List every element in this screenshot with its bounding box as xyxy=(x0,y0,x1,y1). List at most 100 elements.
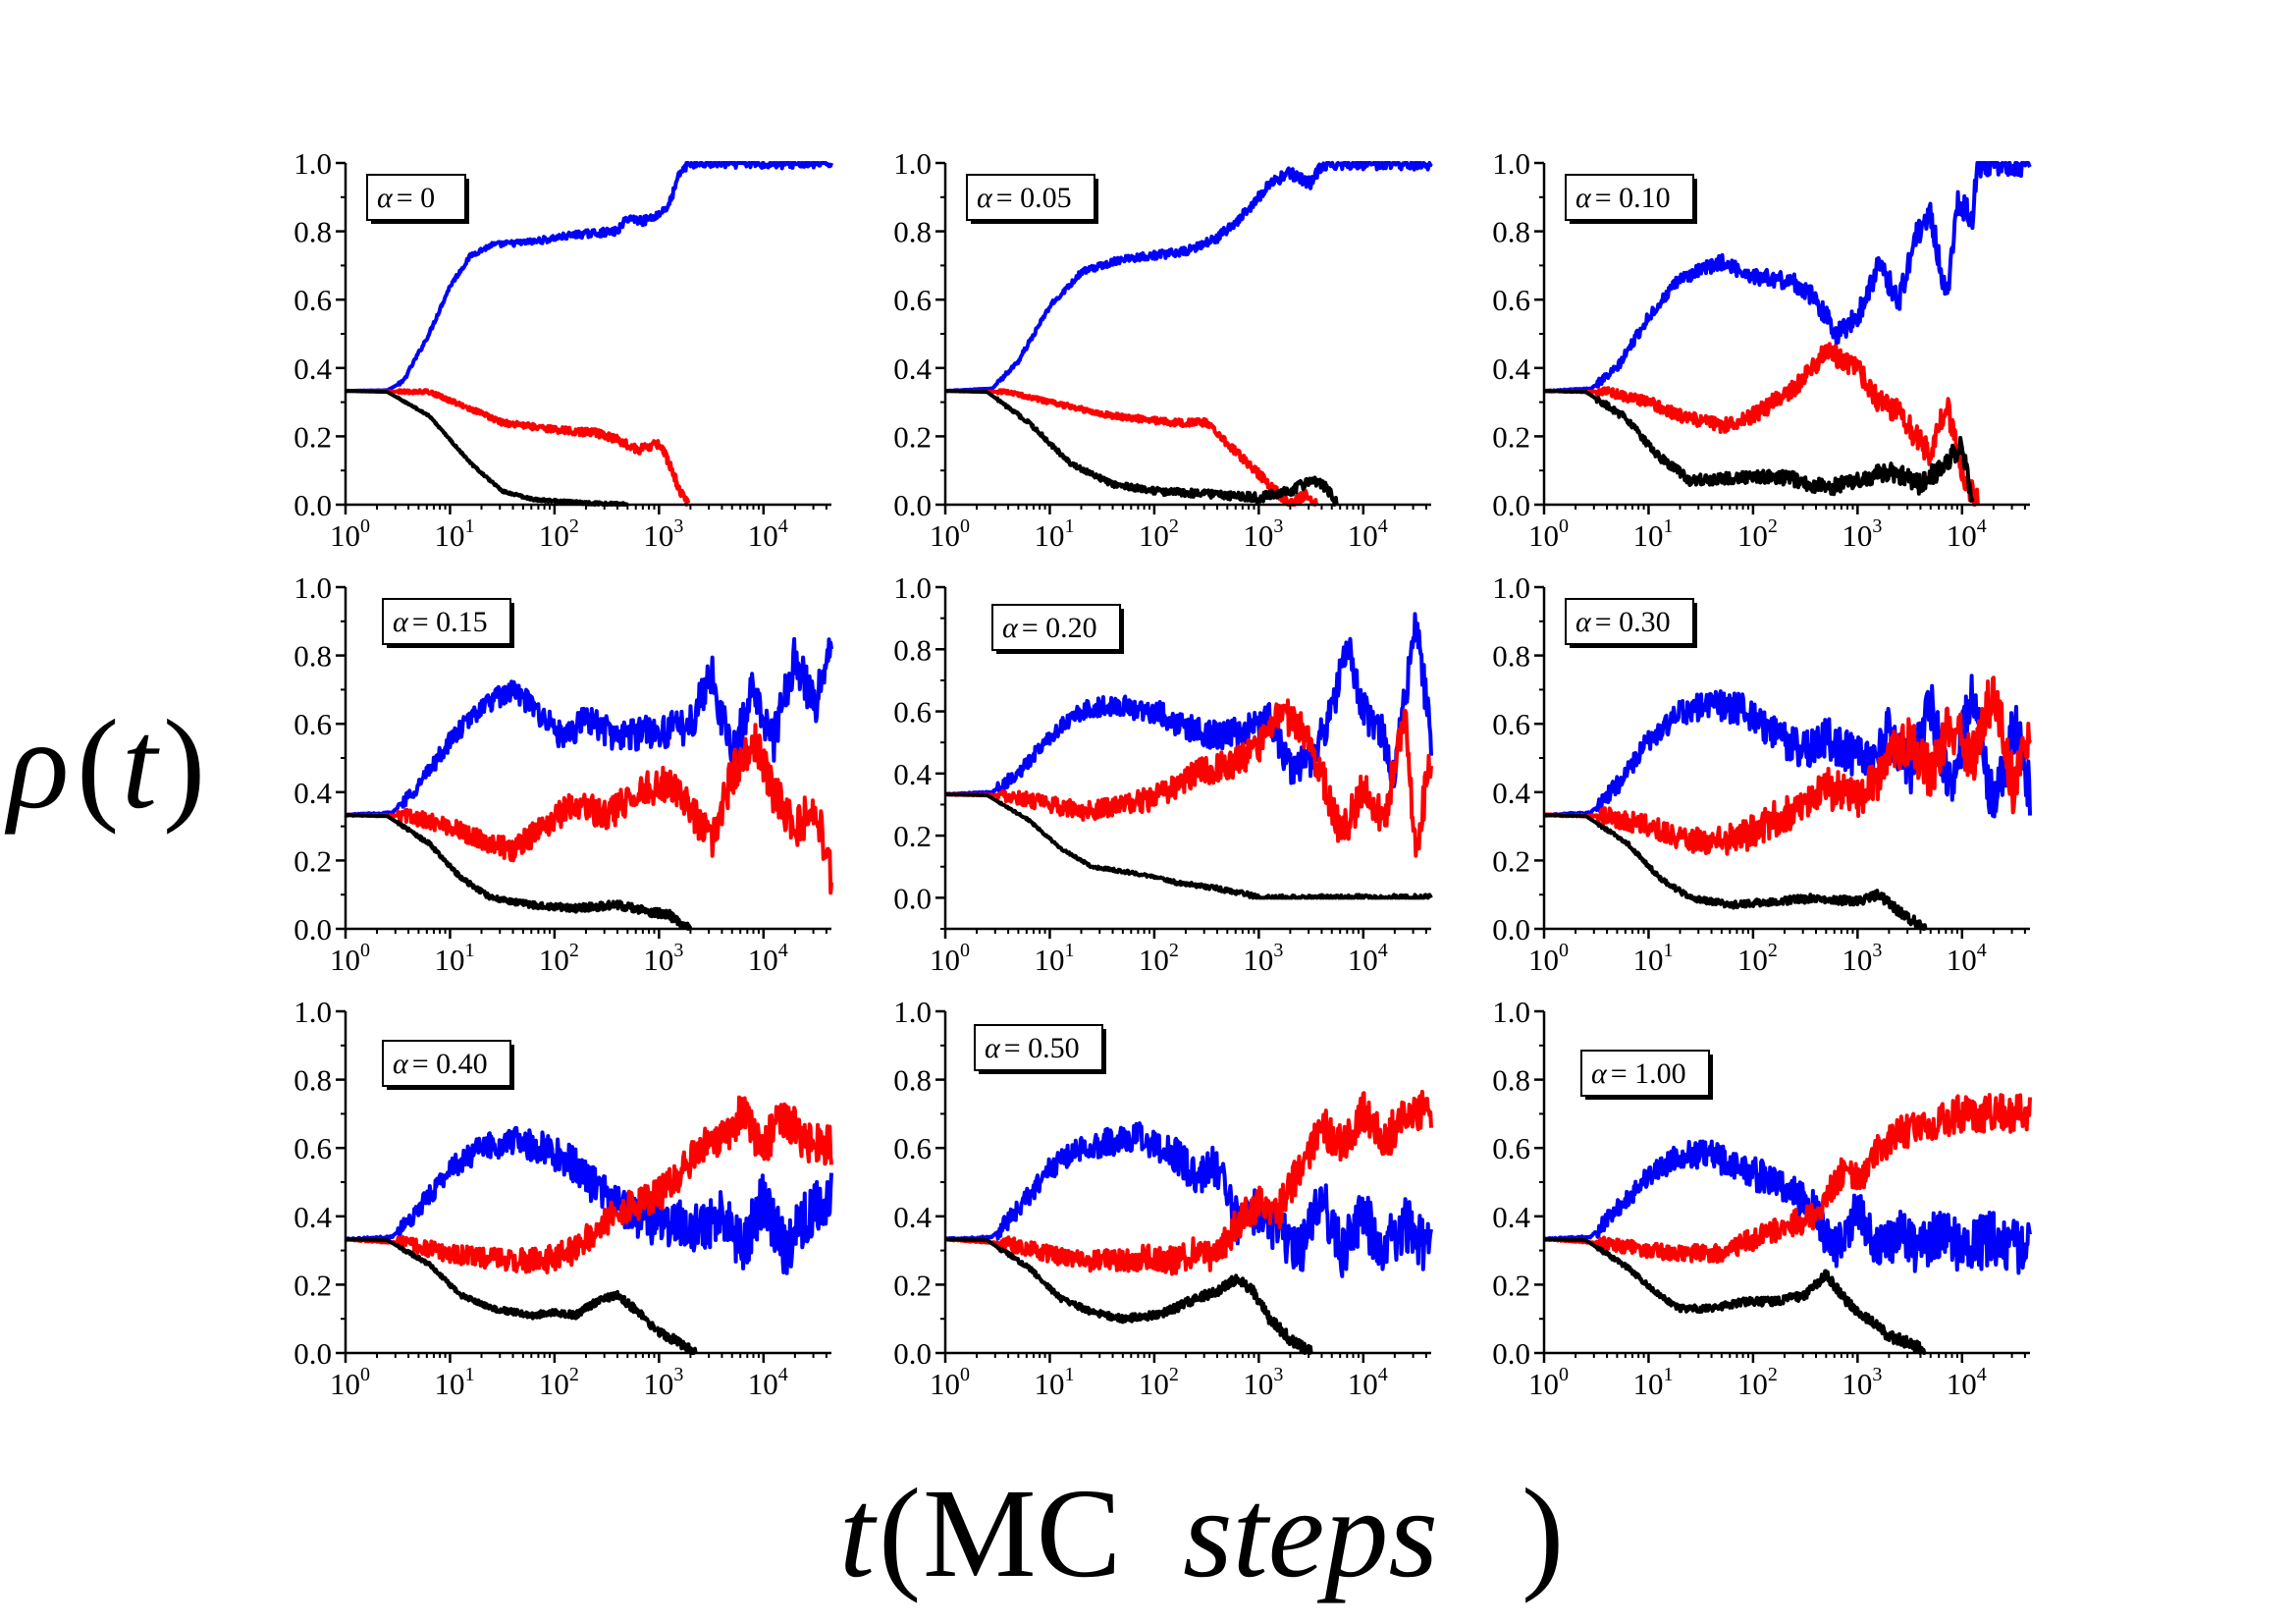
y-tick-label: 1.0 xyxy=(893,570,932,605)
x-tick-label: 100 xyxy=(930,1364,970,1401)
y-tick-label: 0.8 xyxy=(1492,215,1530,249)
legend-alpha-value: = 0.10 xyxy=(1595,182,1671,214)
x-tick-exponent: 4 xyxy=(778,940,788,961)
y-tick-label: 0.2 xyxy=(1492,843,1530,878)
series-line-red xyxy=(344,388,691,507)
y-tick-label: 0.2 xyxy=(1492,1268,1530,1302)
x-tick-label: 103 xyxy=(643,940,683,977)
y-tick-label: 0.2 xyxy=(893,1268,932,1302)
y-tick-label: 0.8 xyxy=(294,639,332,674)
x-axis-main-label: t ( MC steps ) xyxy=(839,1463,1564,1604)
series-line-black xyxy=(1542,1237,1927,1355)
x-tick-label: 101 xyxy=(1632,515,1673,553)
y-tick-label: 0.0 xyxy=(893,488,932,522)
y-tick-label: 1.0 xyxy=(1492,570,1530,605)
series-line-blue xyxy=(1542,161,2032,394)
series-line-blue xyxy=(344,161,833,394)
series-line-blue xyxy=(1542,1139,2032,1275)
legend-label: α = 0.20 xyxy=(1002,612,1097,644)
y-tick-label: 0.4 xyxy=(294,1200,332,1234)
y-label-open-paren: ( xyxy=(77,694,119,836)
legend-alpha-symbol: α xyxy=(977,182,993,214)
y-tick-label: 0.0 xyxy=(294,912,332,947)
x-tick-label: 103 xyxy=(1243,1364,1283,1401)
x-tick-exponent: 2 xyxy=(569,1364,579,1385)
x-tick-label: 103 xyxy=(1842,940,1882,977)
y-label-rho: ρ xyxy=(4,694,69,836)
x-tick-label: 104 xyxy=(1348,515,1388,553)
x-tick-exponent: 1 xyxy=(1064,940,1074,961)
y-tick-label: 0.2 xyxy=(294,1268,332,1302)
series-line-black xyxy=(344,1237,698,1355)
x-tick-exponent: 2 xyxy=(1169,940,1179,961)
legend-alpha-symbol: α xyxy=(1575,606,1592,638)
x-tick-label: 100 xyxy=(1528,1364,1569,1401)
legend-alpha-value: = 0.50 xyxy=(1004,1032,1080,1064)
x-tick-label: 102 xyxy=(1737,940,1778,977)
y-tick-label: 1.0 xyxy=(1492,995,1530,1029)
legend-alpha-value: = 0 xyxy=(397,182,435,214)
x-tick-label: 103 xyxy=(1243,940,1283,977)
y-tick-label: 0.0 xyxy=(893,1336,932,1371)
y-tick-label: 0.2 xyxy=(294,419,332,454)
x-tick-exponent: 1 xyxy=(1663,515,1673,537)
x-tick-label: 104 xyxy=(1947,940,1987,977)
legend-frame xyxy=(974,1024,1103,1071)
legend-alpha-symbol: α xyxy=(1002,612,1019,644)
x-tick-label: 100 xyxy=(930,515,970,553)
legend-frame xyxy=(366,174,466,221)
y-tick-label: 1.0 xyxy=(294,146,332,181)
legend-frame xyxy=(1565,598,1694,645)
x-tick-label: 101 xyxy=(1034,940,1074,977)
y-tick-label: 0.6 xyxy=(893,1131,932,1165)
series-line-red xyxy=(344,723,833,895)
series-line-blue xyxy=(943,1121,1433,1278)
x-tick-label: 100 xyxy=(330,1364,370,1401)
x-tick-label: 101 xyxy=(1034,515,1074,553)
x-tick-label: 101 xyxy=(434,940,474,977)
legend-box: α = 0.50 xyxy=(974,1024,1106,1074)
series-line-red xyxy=(344,1095,833,1274)
series-line-blue xyxy=(344,636,833,818)
series-line-blue xyxy=(344,1125,833,1275)
x-tick-exponent: 0 xyxy=(1559,940,1569,961)
x-tick-exponent: 0 xyxy=(1559,515,1569,537)
series-line-black xyxy=(1542,813,1928,931)
legend-alpha-symbol: α xyxy=(393,1048,409,1080)
series-line-black xyxy=(943,1237,1313,1355)
x-tick-exponent: 3 xyxy=(1273,1364,1283,1385)
legend-label: α = 0.05 xyxy=(977,182,1072,214)
x-tick-exponent: 4 xyxy=(1378,940,1388,961)
y-tick-label: 0.6 xyxy=(1492,283,1530,317)
y-tick-label: 0.0 xyxy=(1492,488,1530,522)
legend-alpha-symbol: α xyxy=(985,1032,1001,1064)
y-tick-label: 0.8 xyxy=(893,215,932,249)
x-tick-label: 102 xyxy=(1737,1364,1778,1401)
y-tick-label: 0.0 xyxy=(294,488,332,522)
x-tick-exponent: 4 xyxy=(778,1364,788,1385)
x-tick-label: 100 xyxy=(930,940,970,977)
y-tick-label: 0.8 xyxy=(1492,639,1530,674)
x-tick-label: 104 xyxy=(748,515,788,553)
x-tick-label: 104 xyxy=(1947,515,1987,553)
legend-alpha-value: = 1.00 xyxy=(1611,1057,1686,1090)
x-tick-label: 101 xyxy=(434,1364,474,1401)
legend-alpha-symbol: α xyxy=(1575,182,1592,214)
y-tick-label: 0.6 xyxy=(1492,707,1530,741)
legend-label: α = 0.30 xyxy=(1575,606,1671,638)
x-tick-label: 101 xyxy=(1034,1364,1074,1401)
legend-alpha-symbol: α xyxy=(1591,1057,1608,1090)
y-tick-label: 1.0 xyxy=(1492,146,1530,181)
y-tick-label: 0.8 xyxy=(294,215,332,249)
legend-alpha-symbol: α xyxy=(393,606,409,638)
y-tick-label: 0.0 xyxy=(1492,912,1530,947)
series-line-black xyxy=(344,389,630,507)
legend-box: α = 0.05 xyxy=(966,174,1098,224)
y-axis-main-label: ρ ( t ) xyxy=(4,694,205,836)
x-tick-exponent: 3 xyxy=(673,1364,683,1385)
